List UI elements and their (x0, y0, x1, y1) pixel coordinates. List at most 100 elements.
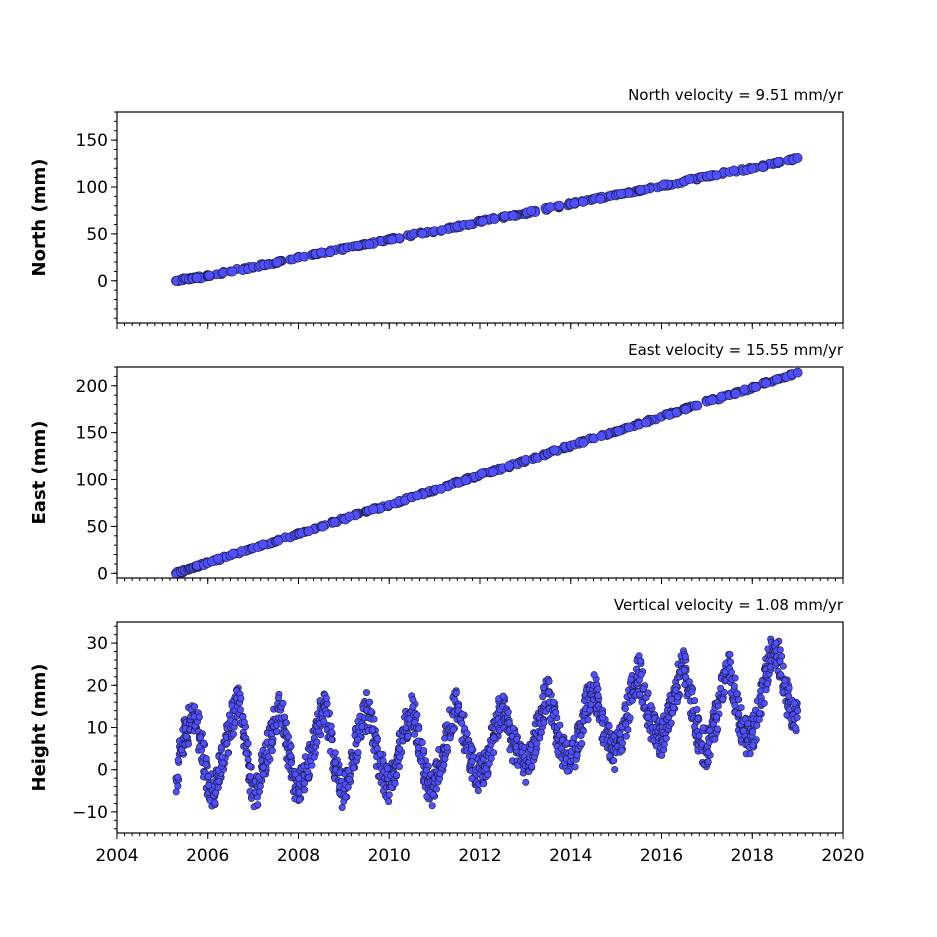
data-point-fill (409, 703, 417, 711)
data-points-east (171, 367, 803, 578)
data-point-fill (350, 764, 358, 772)
y-tick-label: 100 (76, 178, 108, 198)
data-point-fill (196, 734, 204, 742)
data-point-fill (204, 270, 215, 281)
data-point-fill (303, 526, 314, 537)
data-point-fill (764, 680, 772, 688)
data-point-fill (236, 546, 247, 556)
data-point-fill (772, 639, 780, 647)
data-point-fill (578, 739, 586, 747)
data-point-fill (244, 740, 252, 748)
x-tick-label: 2016 (640, 846, 683, 866)
data-point-fill (420, 746, 428, 754)
data-point-fill (594, 692, 602, 700)
data-point-fill (682, 673, 690, 681)
data-point-fill (443, 743, 451, 751)
data-point-fill (393, 771, 401, 779)
data-point-fill (223, 740, 231, 748)
data-point-fill (272, 257, 283, 268)
data-point-fill (376, 750, 384, 758)
data-point-fill (487, 466, 498, 477)
data-point-fill (246, 762, 254, 770)
data-point-fill (342, 793, 350, 801)
data-point-fill (344, 511, 355, 522)
data-point-fill (747, 163, 758, 174)
data-point-fill (477, 216, 488, 227)
data-point-fill (331, 759, 339, 767)
data-point-fill (545, 677, 553, 685)
y-tick-label: 10 (86, 719, 108, 739)
y-tick-label: 50 (86, 225, 108, 245)
data-point-fill (229, 730, 237, 738)
data-point-fill (409, 696, 417, 704)
data-point-fill (704, 748, 712, 756)
data-point-fill (499, 692, 507, 700)
data-point-fill (622, 732, 630, 740)
data-point-fill (792, 724, 800, 732)
data-point-fill (545, 202, 556, 212)
data-point-fill (418, 739, 426, 747)
data-point-fill (779, 662, 787, 670)
y-tick-label: 0 (97, 761, 108, 781)
data-point-fill (287, 752, 295, 760)
data-point-fill (737, 704, 745, 712)
data-point (792, 153, 803, 163)
data-point-fill (662, 734, 670, 742)
data-point-fill (282, 719, 290, 727)
data-point-fill (681, 404, 691, 415)
data-point-fill (429, 791, 437, 799)
data-point-fill (325, 247, 336, 258)
data-point-fill (174, 782, 182, 790)
data-point-fill (681, 653, 689, 661)
data-point-fill (624, 422, 634, 433)
data-point-fill (573, 751, 581, 759)
data-point-fill (273, 535, 284, 546)
data-point-fill (684, 174, 695, 185)
data-point-fill (237, 706, 245, 714)
data-point-fill (254, 801, 262, 809)
data-point-fill (790, 699, 798, 707)
data-point-fill (506, 746, 514, 754)
data-point-fill (733, 690, 741, 698)
data-point-fill (264, 753, 272, 761)
data-point-fill (688, 688, 696, 696)
data-point-fill (605, 722, 613, 730)
x-tick-label: 2008 (277, 846, 320, 866)
data-point-fill (640, 417, 651, 428)
y-tick-label: 50 (86, 517, 108, 537)
data-point-fill (287, 759, 295, 767)
data-point-fill (202, 760, 210, 768)
data-point-fill (214, 784, 222, 792)
x-tick-label: 2006 (186, 846, 229, 866)
data-point-fill (316, 247, 327, 258)
data-point-fill (644, 689, 652, 697)
data-point-fill (440, 761, 448, 769)
data-point-fill (569, 198, 580, 209)
data-point-fill (256, 782, 264, 790)
data-point-fill (460, 475, 471, 486)
data-point-fill (533, 740, 541, 748)
data-point-fill (422, 766, 430, 774)
data-point-fill (785, 684, 793, 692)
data-point-fill (379, 757, 387, 765)
data-point-fill (370, 715, 378, 723)
data-point-fill (274, 694, 282, 702)
data-point-fill (385, 797, 393, 805)
data-point-fill (504, 461, 515, 471)
data-point-fill (528, 762, 536, 770)
data-point-fill (268, 738, 276, 746)
data-point-fill (674, 693, 682, 701)
data-point-fill (490, 749, 498, 757)
data-point-fill (463, 729, 471, 737)
data-point-fill (465, 219, 475, 230)
data-point-fill (578, 437, 589, 448)
data-point-fill (258, 539, 268, 550)
y-tick-label: 0 (97, 564, 108, 584)
data-point-fill (627, 675, 635, 683)
data-point-fill (618, 746, 626, 754)
data-point-fill (616, 188, 627, 199)
data-point-fill (489, 214, 500, 224)
data-point-fill (540, 719, 548, 727)
data-point-fill (417, 228, 428, 239)
